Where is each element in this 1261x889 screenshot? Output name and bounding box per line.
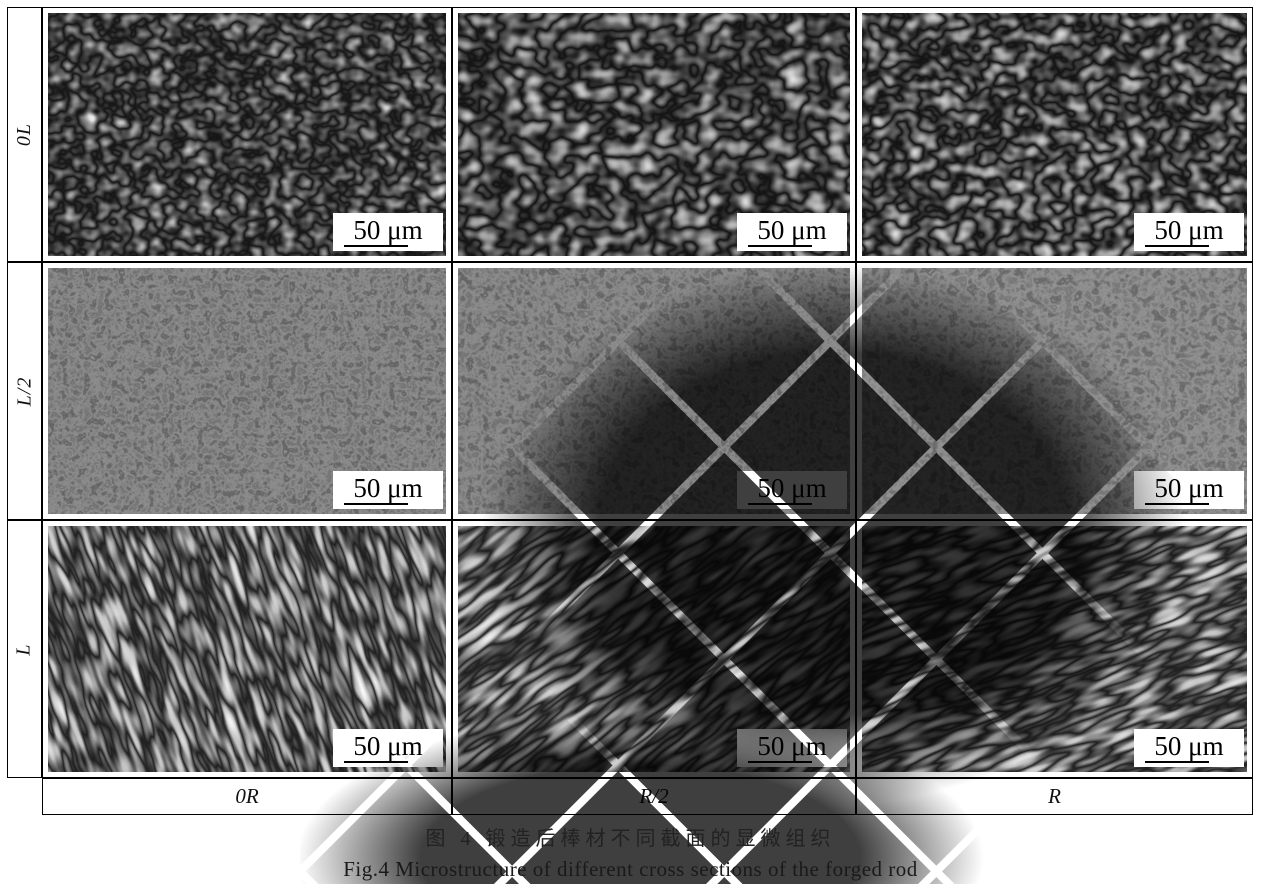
micrograph-L-0R: 50 μm xyxy=(48,526,446,772)
cell-L-0R: 50 μm xyxy=(42,520,452,778)
column-label-0R: 0R xyxy=(42,778,452,815)
micrograph-L-R2: 50 μm xyxy=(458,526,850,772)
grid-corner-spacer xyxy=(7,778,42,815)
scale-bar: 50 μm xyxy=(333,471,443,509)
scale-bar: 50 μm xyxy=(333,729,443,767)
scale-bar-line xyxy=(344,503,408,505)
micrograph-L-R: 50 μm xyxy=(862,526,1247,772)
cell-L-R: 50 μm xyxy=(856,520,1253,778)
cell-L2-R: 50 μm xyxy=(856,262,1253,520)
row-label-L: L xyxy=(7,520,42,778)
row-label-L-text: L xyxy=(13,642,35,656)
cell-0L-R: 50 μm xyxy=(856,7,1253,262)
scale-bar-line xyxy=(748,503,812,505)
micrograph-0L-R2: 50 μm xyxy=(458,13,850,256)
scale-bar-line xyxy=(1145,245,1209,247)
scale-bar: 50 μm xyxy=(1134,213,1244,251)
figure-captions: 图 4 锻造后棒材不同截面的显微组织 Fig.4 Microstructure … xyxy=(0,822,1261,882)
micrograph-L2-R: 50 μm xyxy=(862,268,1247,514)
caption-english: Fig.4 Microstructure of different cross … xyxy=(343,857,918,881)
scale-bar: 50 μm xyxy=(1134,729,1244,767)
scale-bar-line xyxy=(748,245,812,247)
scale-bar: 50 μm xyxy=(737,213,847,251)
scale-bar-line xyxy=(344,761,408,763)
micrograph-L2-R2: 50 μm xyxy=(458,268,850,514)
cell-L2-0R: 50 μm xyxy=(42,262,452,520)
row-label-0L: 0L xyxy=(7,7,42,262)
scale-bar-line xyxy=(344,245,408,247)
row-label-L2-text: L/2 xyxy=(13,376,35,406)
cell-0L-R2: 50 μm xyxy=(452,7,856,262)
micrograph-0L-0R: 50 μm xyxy=(48,13,446,256)
caption-chinese: 图 4 锻造后棒材不同截面的显微组织 xyxy=(425,828,836,850)
row-label-L2: L/2 xyxy=(7,262,42,520)
column-label-R: R xyxy=(856,778,1253,815)
row-label-0L-text: 0L xyxy=(13,122,35,147)
cell-L2-R2: 50 μm xyxy=(452,262,856,520)
micrograph-texture xyxy=(48,526,446,772)
scale-bar-line xyxy=(1145,503,1209,505)
scale-bar-line xyxy=(1145,761,1209,763)
scale-bar: 50 μm xyxy=(737,471,847,509)
scale-bar: 50 μm xyxy=(333,213,443,251)
cell-0L-0R: 50 μm xyxy=(42,7,452,262)
cell-L-R2: 50 μm xyxy=(452,520,856,778)
scale-bar-line xyxy=(748,761,812,763)
figure-grid: 0L 50 μm 50 μm xyxy=(7,7,1253,815)
micrograph-0L-R: 50 μm xyxy=(862,13,1247,256)
column-label-R2: R/2 xyxy=(452,778,856,815)
scale-bar: 50 μm xyxy=(737,729,847,767)
scale-bar: 50 μm xyxy=(1134,471,1244,509)
micrograph-L2-0R: 50 μm xyxy=(48,268,446,514)
